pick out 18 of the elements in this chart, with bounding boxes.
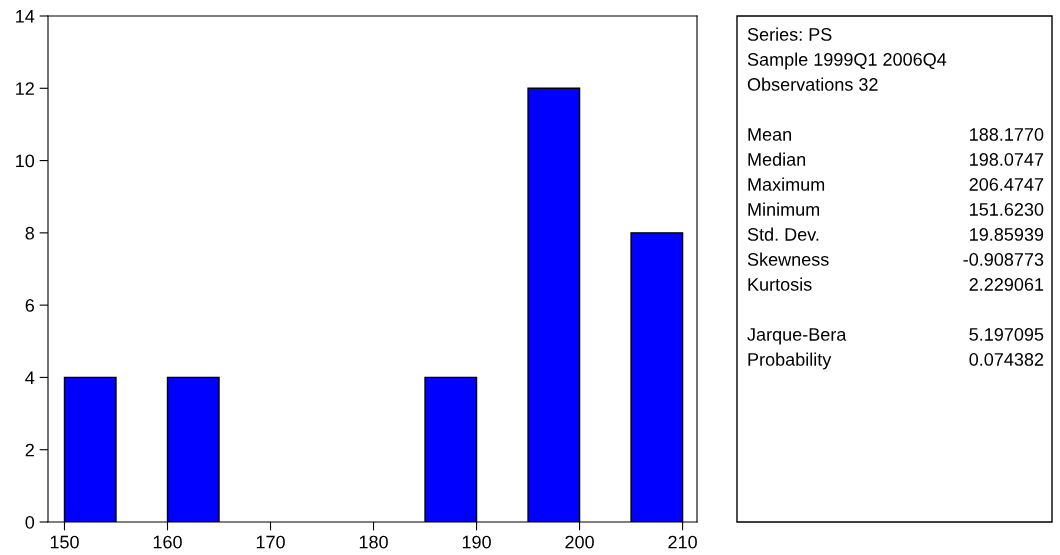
y-tick-label: 0 [25,515,35,529]
x-tick-label: 200 [565,535,594,549]
x-tick-label: 180 [359,535,388,549]
y-tick-label: 6 [25,299,35,312]
x-tick-label: 160 [153,535,182,549]
x-tick-label: 170 [256,535,285,549]
x-tick-label: 190 [462,535,491,549]
text: Mean 188.1770 Median 198.0747 Maximum 206.4747 Minimum 151.6230 Std. Dev. 19.85939 Skewness -0.908773 Kurtosis 2.229061 [747,128,1044,291]
x-tick-label: 150 [50,535,79,549]
text: Series: PS Sample 1999Q1 2006Q4 Observations 32 [747,27,947,91]
y-tick-label: 2 [25,443,34,457]
y-tick-label: 12 [16,82,34,95]
y-tick-label: 14 [16,10,35,23]
y-tick-label: 4 [25,371,35,384]
x-tick-label: 210 [668,535,697,549]
text: Jarque-Bera 5.197095 Probability 0.074382 [747,328,1044,370]
y-tick-label: 10 [16,154,35,168]
y-tick-label: 8 [25,226,35,240]
